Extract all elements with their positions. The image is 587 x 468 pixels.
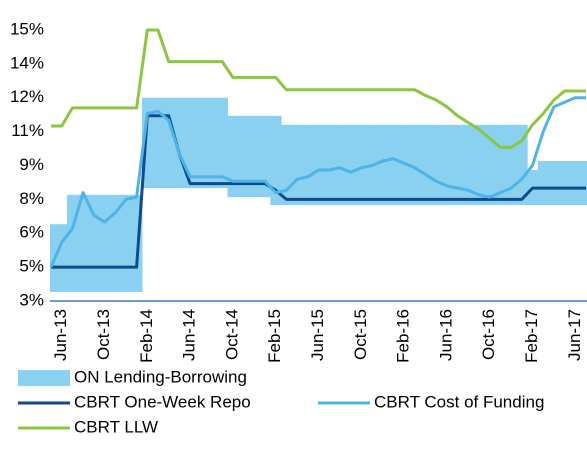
x-tick-label: Jun-16 [436,309,455,361]
band-segment [152,97,164,189]
band-segment [259,115,271,198]
series-line [51,28,586,149]
band-segment [452,124,464,206]
legend-label: ON Lending-Borrowing [74,367,247,386]
x-tick-label: Jun-14 [180,309,199,361]
band-segment [163,97,175,189]
band-segment [345,124,357,206]
band-segment [109,194,122,292]
band-segment [323,124,336,206]
y-tick-label: 14% [10,53,44,72]
band-segment [334,124,346,206]
y-tick-label: 5% [19,257,44,276]
band-segment [174,97,186,189]
x-tick-label: Oct-14 [222,309,241,360]
band-segment [473,124,485,206]
y-tick-label: 3% [19,290,44,309]
band-segment [206,97,218,189]
band-segment [227,115,239,198]
band-segment [430,124,443,206]
legend-label: CBRT One-Week Repo [74,392,251,411]
band-segment [462,124,475,206]
y-tick-label: 8% [19,189,44,208]
band-segment [355,124,368,206]
band-segment [505,124,517,206]
band-segment [238,115,250,198]
legend-swatch [18,370,70,386]
band-segment [270,115,282,206]
band-segment [302,124,314,206]
x-tick-label: Oct-16 [479,309,498,360]
band-segment [248,115,261,198]
band-segment [77,194,89,292]
band-segment [484,124,496,206]
band-segment [559,160,571,206]
x-tick-label: Feb-16 [394,309,413,363]
band-segment [291,124,303,206]
band-segment [388,124,400,206]
band-segment [495,124,507,206]
band-segment [569,160,582,206]
band-segment [281,124,293,206]
x-tick-label: Feb-14 [137,309,156,363]
band-segment [184,97,196,189]
x-tick-label: Jun-15 [308,309,327,361]
band-segment [313,124,325,206]
series-line [49,96,586,268]
band-segment [195,97,207,189]
x-tick-label: Jun-17 [565,309,584,361]
band-segment [420,124,432,206]
band-segment [409,124,421,206]
band-segment [99,194,111,292]
y-tick-label: 9% [19,155,44,174]
legend-label: CBRT Cost of Funding [374,392,544,411]
band-segment [56,224,68,292]
x-tick-label: Feb-17 [522,309,541,363]
band-segment [377,124,389,206]
band-segment [88,194,100,292]
band-segment [516,124,528,206]
y-tick-label: 15% [10,19,44,38]
band-segment [141,97,154,189]
y-tick-label: 11% [11,121,44,140]
x-tick-label: Oct-15 [351,309,370,360]
band-segment [67,194,79,292]
band-segment [580,160,587,206]
band-segment [537,160,550,206]
band-segment [548,160,560,206]
series-line [51,114,586,269]
y-tick-label: 6% [19,223,44,242]
y-tick-label: 12% [10,87,44,106]
band-segment [441,124,453,206]
band-segment [216,97,229,189]
x-tick-label: Jun-13 [51,309,70,361]
band-segment [120,194,132,292]
legend-label: CBRT LLW [74,417,158,436]
x-tick-label: Feb-15 [265,309,284,363]
x-tick-label: Oct-13 [94,309,113,360]
